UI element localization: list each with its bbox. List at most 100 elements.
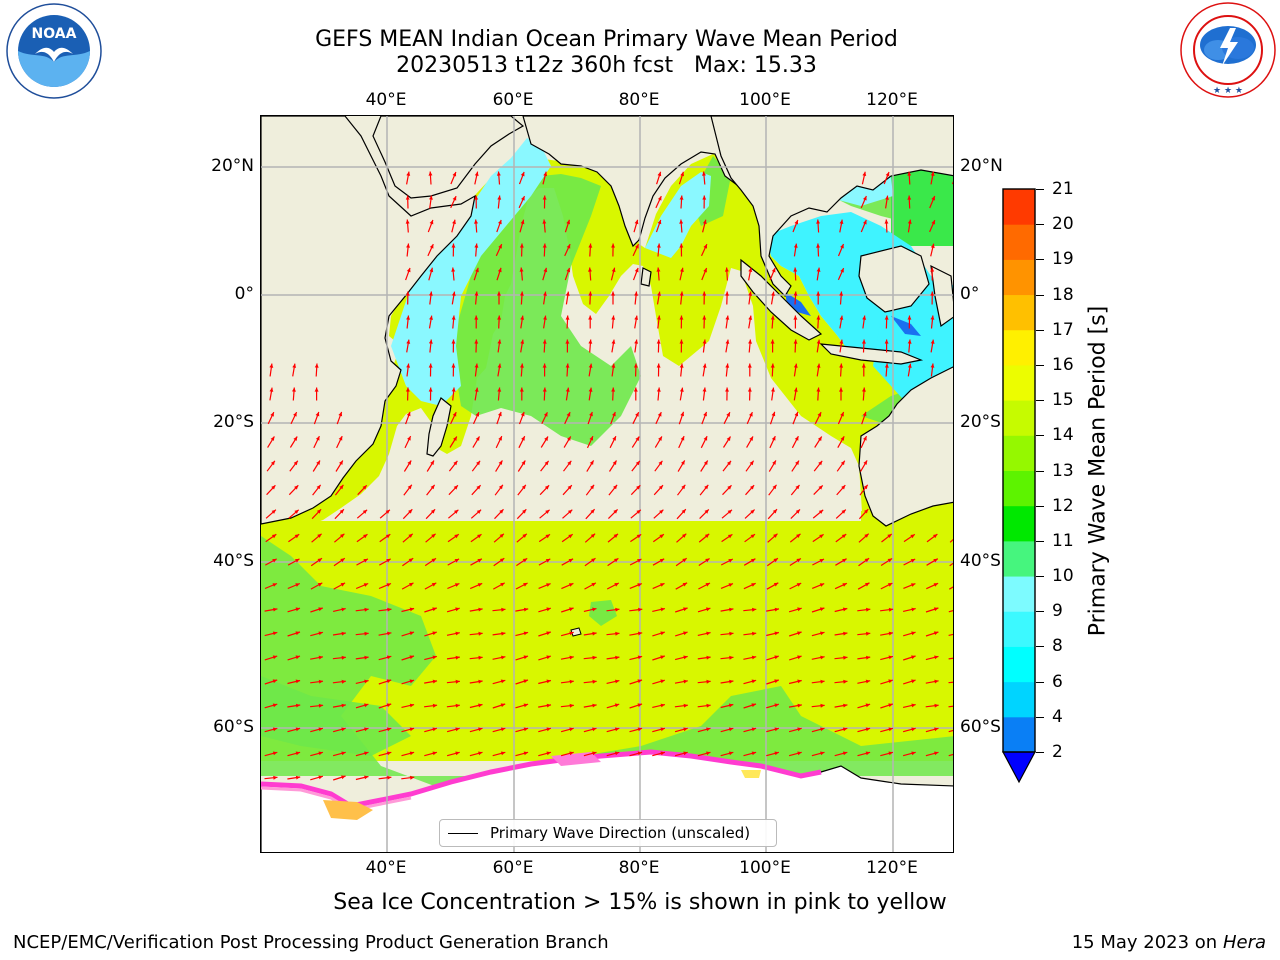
wave-arrow-head — [865, 703, 871, 708]
lat-tick-right: 20°S — [960, 412, 1001, 432]
wave-arrow-head — [934, 703, 939, 708]
wave-arrow-head — [749, 460, 754, 466]
wave-arrow-head — [660, 631, 665, 636]
wave-arrow-head — [907, 339, 912, 344]
wave-arrow-head — [339, 460, 343, 465]
wave-arrow-head — [818, 485, 823, 490]
land-sri-lanka — [640, 267, 652, 287]
wave-arrow-head — [612, 411, 616, 417]
wave-arrow-shaft — [948, 705, 953, 708]
wave-arrow-head — [476, 485, 481, 490]
wave-arrow-head — [364, 727, 369, 732]
wave-arrow-head — [796, 533, 801, 538]
wave-arrow-head — [272, 703, 278, 708]
wave-arrow-head — [818, 460, 823, 466]
wave-arrow-head — [295, 583, 300, 587]
wave-arrow-head — [726, 412, 730, 417]
wave-arrow-head — [679, 291, 684, 296]
chart-subtitle: 20230513 t12z 360h fcst Max: 15.33 — [396, 53, 817, 78]
wave-arrow-head — [546, 679, 551, 684]
wave-arrow-head — [752, 607, 757, 612]
wave-arrow-head — [793, 267, 798, 272]
wave-arrow-head — [934, 655, 939, 660]
wave-arrow-head — [293, 436, 298, 441]
wave-arrow-head — [453, 485, 458, 490]
wave-arrow-head — [455, 631, 460, 636]
wave-arrow-head — [542, 363, 547, 368]
wave-arrow-head — [864, 533, 869, 538]
wave-arrow-head — [747, 387, 752, 392]
wave-arrow-head — [271, 534, 277, 539]
wave-arrow-head — [588, 291, 593, 296]
colorbar-tick-label: 8 — [1052, 636, 1063, 657]
colorbar-segment — [1003, 294, 1035, 331]
lat-tick-left: 20°N — [211, 156, 254, 176]
wave-arrow-head — [428, 171, 433, 176]
wave-arrow-head — [772, 484, 777, 490]
wave-arrow-head — [660, 727, 665, 732]
wave-arrow-head — [592, 631, 597, 636]
wave-arrow-head — [659, 509, 664, 514]
wave-arrow-head — [406, 363, 411, 368]
wave-arrow-head — [683, 655, 688, 660]
wave-arrow-head — [546, 655, 551, 660]
wave-arrow-head — [796, 583, 802, 587]
colorbar-tick-mark — [1036, 364, 1044, 366]
wave-arrow-head — [592, 679, 597, 684]
wave-arrow-head — [681, 484, 686, 490]
lat-tick-right: 20°N — [960, 156, 1003, 176]
wave-arrow-head — [797, 631, 802, 636]
wave-arrow-head — [478, 631, 483, 636]
wave-arrow-head — [611, 363, 616, 368]
wave-arrow-head — [498, 436, 502, 441]
wave-arrow-head — [612, 436, 616, 441]
wave-arrow-head — [703, 268, 707, 273]
wave-arrow-head — [683, 703, 688, 708]
wave-arrow-head — [888, 607, 894, 612]
wave-arrow-head — [888, 727, 893, 732]
colorbar-tick-mark — [1036, 681, 1044, 683]
wave-arrow-head — [543, 171, 548, 177]
wave-arrow-head — [863, 484, 868, 490]
wave-arrow-head — [542, 339, 547, 344]
wave-arrow-head — [478, 679, 483, 684]
wave-arrow-head — [407, 460, 412, 465]
wave-arrow-head — [862, 171, 867, 176]
wave-arrow-head — [771, 291, 775, 296]
wave-arrow-head — [478, 703, 483, 708]
wave-arrow-head — [660, 583, 665, 587]
wave-arrow-head — [748, 339, 752, 344]
wave-arrow-head — [704, 533, 710, 538]
colorbar-segment — [1003, 224, 1035, 260]
wave-arrow-head — [706, 655, 711, 660]
wave-arrow-head — [702, 363, 707, 368]
wave-arrow-head — [339, 484, 344, 490]
wave-arrow-head — [341, 703, 346, 708]
wave-arrow-head — [523, 751, 529, 756]
wave-arrow-head — [341, 631, 346, 636]
wave-arrow-head — [679, 387, 684, 392]
wave-arrow-head — [317, 582, 323, 587]
wave-arrow-head — [795, 460, 799, 465]
wave-arrow-head — [431, 533, 436, 538]
wave-arrow-head — [702, 195, 707, 200]
wave-arrow-head — [543, 267, 548, 273]
wave-arrow-head — [656, 387, 661, 392]
wave-arrow-head — [272, 751, 278, 756]
wave-arrow-head — [887, 558, 893, 563]
wave-arrow-head — [705, 583, 710, 587]
wave-arrow-head — [795, 485, 800, 490]
wave-arrow-head — [861, 363, 866, 368]
wave-arrow-head — [272, 679, 278, 684]
wave-arrow-head — [519, 267, 524, 272]
wave-arrow-head — [497, 339, 502, 344]
wave-arrow-head — [773, 558, 778, 563]
wave-arrow-head — [341, 655, 346, 660]
wave-arrow-head — [683, 607, 688, 612]
wave-arrow-head — [820, 703, 825, 708]
period-patch-blue — [785, 292, 811, 316]
period-patch-cyan — [391, 138, 551, 406]
wave-arrow-head — [364, 703, 369, 708]
wave-arrow-head — [725, 291, 729, 296]
wave-arrow-head — [774, 607, 779, 612]
